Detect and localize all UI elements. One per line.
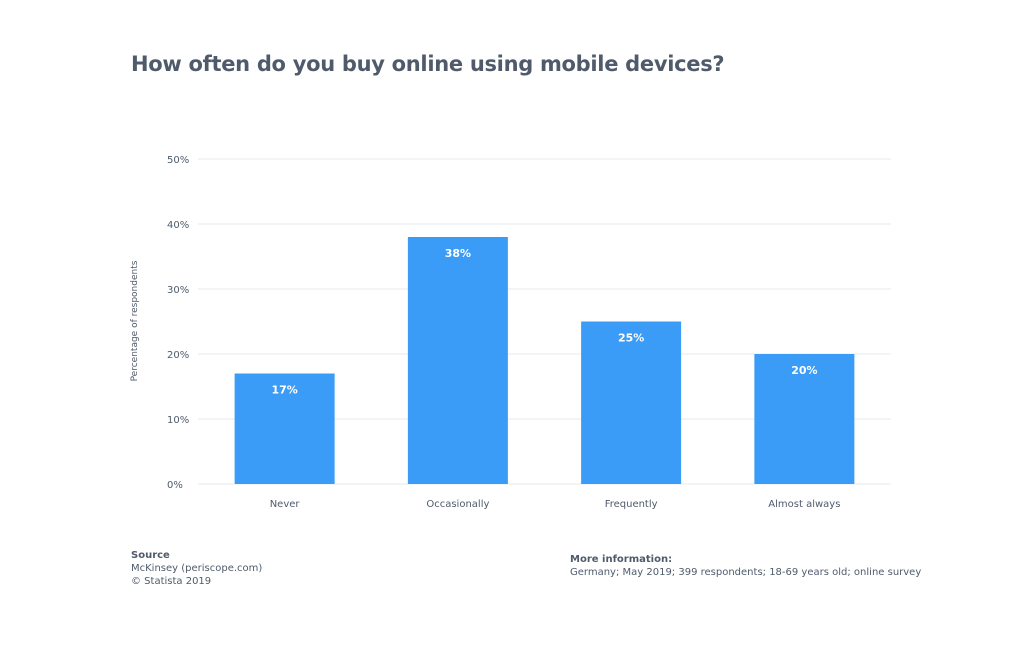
source-heading: Source bbox=[131, 550, 170, 561]
data-label: 38% bbox=[445, 247, 471, 260]
info-heading: More information: bbox=[570, 554, 673, 565]
x-tick-label: Occasionally bbox=[426, 499, 489, 510]
data-label: 17% bbox=[271, 384, 297, 397]
x-tick-label: Almost always bbox=[768, 499, 840, 510]
y-axis-label: Percentage of respondents bbox=[130, 260, 140, 381]
source-block: Source McKinsey (periscope.com) © Statis… bbox=[131, 549, 262, 588]
bar bbox=[581, 321, 682, 484]
y-tick-label: 30% bbox=[167, 285, 189, 296]
y-tick-label: 40% bbox=[167, 220, 189, 231]
data-label: 20% bbox=[791, 364, 817, 377]
data-label: 25% bbox=[618, 332, 644, 345]
bar bbox=[407, 237, 508, 484]
chart-title: How often do you buy online using mobile… bbox=[131, 52, 725, 76]
info-block: More information: Germany; May 2019; 399… bbox=[570, 553, 921, 579]
y-tick-label: 20% bbox=[167, 350, 189, 361]
x-tick-label: Frequently bbox=[605, 499, 658, 510]
bar bbox=[754, 354, 855, 484]
bar bbox=[234, 373, 335, 484]
source-line[interactable]: McKinsey (periscope.com) bbox=[131, 563, 263, 574]
info-text: Germany; May 2019; 399 respondents; 18-6… bbox=[570, 567, 922, 578]
y-tick-label: 50% bbox=[167, 155, 189, 166]
copyright-line: © Statista 2019 bbox=[131, 576, 212, 587]
x-tick-label: Never bbox=[270, 499, 301, 510]
y-tick-label: 0% bbox=[167, 480, 183, 491]
y-tick-label: 10% bbox=[167, 415, 189, 426]
